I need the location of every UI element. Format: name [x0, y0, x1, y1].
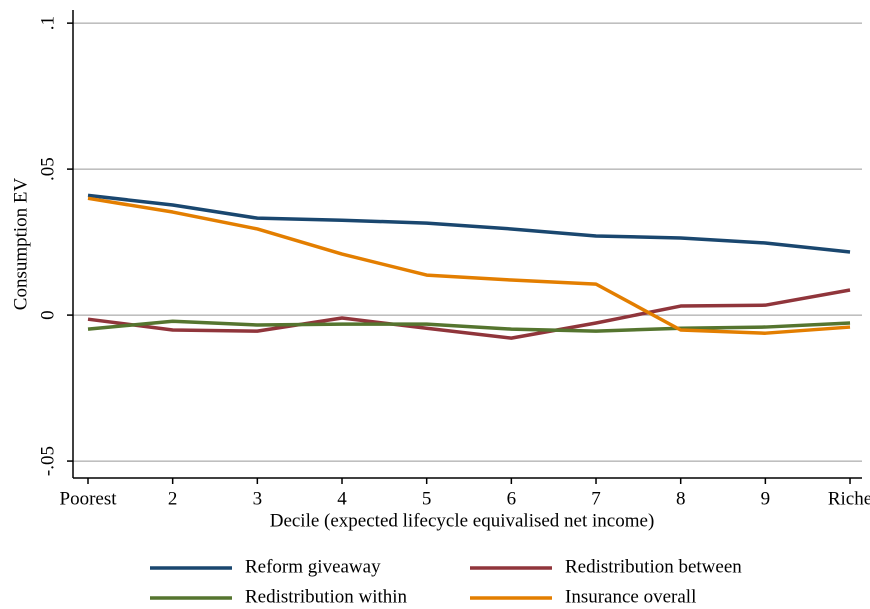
series-line: [87, 288, 851, 340]
x-tick-label: 8: [676, 488, 686, 509]
x-axis-label: Decile (expected lifecycle equivalised n…: [270, 510, 655, 531]
x-tick-label: 6: [507, 488, 517, 509]
legend-label: Redistribution within: [245, 586, 408, 607]
series-line: [87, 193, 851, 254]
y-tick-label: .1: [37, 16, 58, 30]
series-line: [87, 196, 851, 335]
x-tick-label: 3: [253, 488, 263, 509]
x-tick-label: 4: [337, 488, 347, 509]
x-tick-label: 7: [591, 488, 601, 509]
y-tick-label: .05: [37, 157, 58, 181]
legend-label: Redistribution between: [565, 556, 742, 577]
x-tick-label: Poorest: [60, 488, 118, 509]
x-tick-label: Riche: [828, 488, 870, 509]
legend-label: Reform giveaway: [245, 556, 381, 577]
y-tick-label: 0: [37, 310, 58, 320]
legend-label: Insurance overall: [565, 586, 696, 607]
y-axis-label: Consumption EV: [10, 177, 31, 310]
x-tick-label: 9: [761, 488, 771, 509]
y-tick-label: -.05: [37, 446, 58, 476]
x-tick-label: 2: [168, 488, 178, 509]
series-line: [87, 319, 851, 333]
x-tick-label: 5: [422, 488, 432, 509]
